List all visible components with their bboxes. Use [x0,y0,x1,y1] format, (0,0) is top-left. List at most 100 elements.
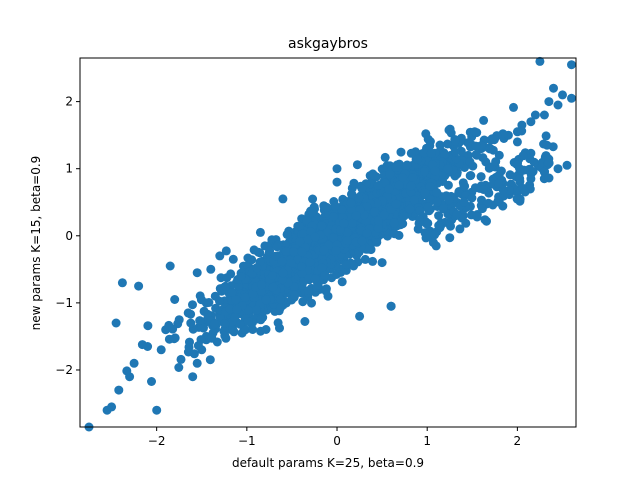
data-point [384,184,394,194]
data-point [347,189,356,199]
data-point [399,211,409,221]
y-tick-label: −1 [55,296,73,310]
data-point [261,295,271,305]
data-point [406,148,416,158]
data-point [209,319,219,329]
data-point [562,160,572,170]
data-point [170,295,180,304]
data-point [443,164,453,174]
data-point [188,300,197,310]
data-point [529,157,539,167]
data-point [189,349,199,359]
data-point [319,245,329,255]
data-point [512,137,522,147]
data-point [390,229,400,239]
data-point [188,372,198,382]
data-point [512,194,522,204]
data-point [396,147,406,157]
data-point [348,218,357,228]
data-point [255,227,265,237]
data-point [352,160,362,170]
data-point [528,167,538,176]
data-point [544,173,554,183]
data-point [406,181,416,191]
data-point [215,296,224,306]
data-point [420,188,430,198]
data-point [273,318,283,328]
data-point [423,202,433,212]
data-point [268,282,278,292]
data-point [368,256,378,266]
data-point [297,247,307,257]
data-point [228,254,238,264]
data-point [196,295,206,305]
data-point [295,237,305,247]
data-point [256,315,266,325]
data-point [380,152,390,162]
data-point [369,170,379,180]
data-point [478,153,488,163]
data-point [351,211,361,221]
data-point [505,185,514,195]
data-point [205,355,215,365]
x-tick-label: 0 [333,434,341,448]
data-point [134,281,144,291]
y-tick-label: 0 [65,229,73,243]
data-point [480,215,490,225]
data-point [303,234,313,244]
data-point [229,327,239,337]
y-tick-label: −2 [55,363,73,377]
data-point [297,269,307,278]
data-point [468,161,478,171]
data-point [422,219,432,229]
data-point [426,148,436,158]
data-point [372,198,382,208]
data-point [377,258,387,268]
data-point [227,288,237,297]
data-point [385,169,395,179]
data-point [174,363,184,372]
data-point [477,204,487,214]
data-point [199,306,209,316]
data-point [122,366,132,376]
data-point [553,100,563,110]
data-point [331,246,341,255]
data-point [425,141,435,151]
data-point [321,286,331,296]
data-point [192,358,202,368]
data-point [567,60,576,70]
data-point [443,139,452,149]
data-point [186,309,196,319]
data-point [374,223,383,233]
data-point [542,140,552,150]
data-point [493,196,503,206]
data-point [476,172,486,182]
data-point [444,125,454,135]
data-point [272,242,282,252]
data-points [84,56,576,432]
data-point [435,140,445,150]
data-point [137,340,147,350]
data-point [544,158,554,168]
data-point [549,83,558,93]
y-axis-ticks: −2 −1 0 1 2 [55,95,80,377]
data-point [195,316,205,326]
data-point [520,187,530,197]
data-point [539,110,549,120]
data-point [298,297,308,307]
data-point [339,218,349,228]
data-point [432,197,442,207]
data-point [420,167,429,177]
data-point [275,294,285,304]
data-point [415,214,425,224]
data-point [111,318,121,328]
data-point [479,185,488,194]
data-point [290,290,300,300]
data-point [300,317,310,326]
data-point [461,218,471,228]
x-tick-label: −1 [238,434,256,448]
data-point [373,181,383,190]
data-point [438,204,448,214]
data-point [485,144,495,154]
data-point [322,202,332,212]
